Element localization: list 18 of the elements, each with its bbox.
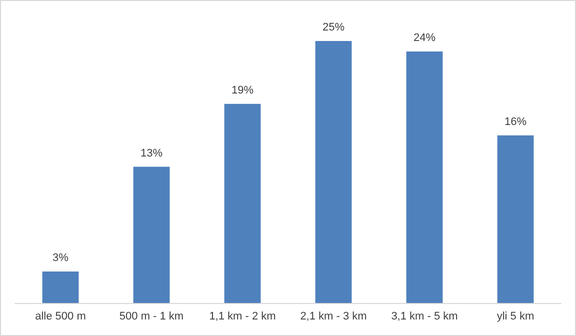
x-tick-label: 2,1 km - 3 km [300,310,367,322]
bar [406,51,443,303]
x-tick-label: 3,1 km - 5 km [391,310,458,322]
x-tick-label: yli 5 km [496,310,534,322]
bar [497,135,534,303]
bar [224,104,261,303]
x-tick-label: 1,1 km - 2 km [209,310,276,322]
bar [42,272,79,303]
data-label: 13% [140,147,163,160]
data-label: 19% [231,84,254,96]
data-label: 24% [413,32,436,44]
x-tick-label: 500 m - 1 km [119,310,184,322]
bar [315,41,352,303]
data-label: 25% [322,22,345,34]
data-label: 16% [504,116,527,128]
x-tick-label: alle 500 m [35,310,86,322]
bar [133,166,170,303]
data-label: 3% [52,252,69,264]
